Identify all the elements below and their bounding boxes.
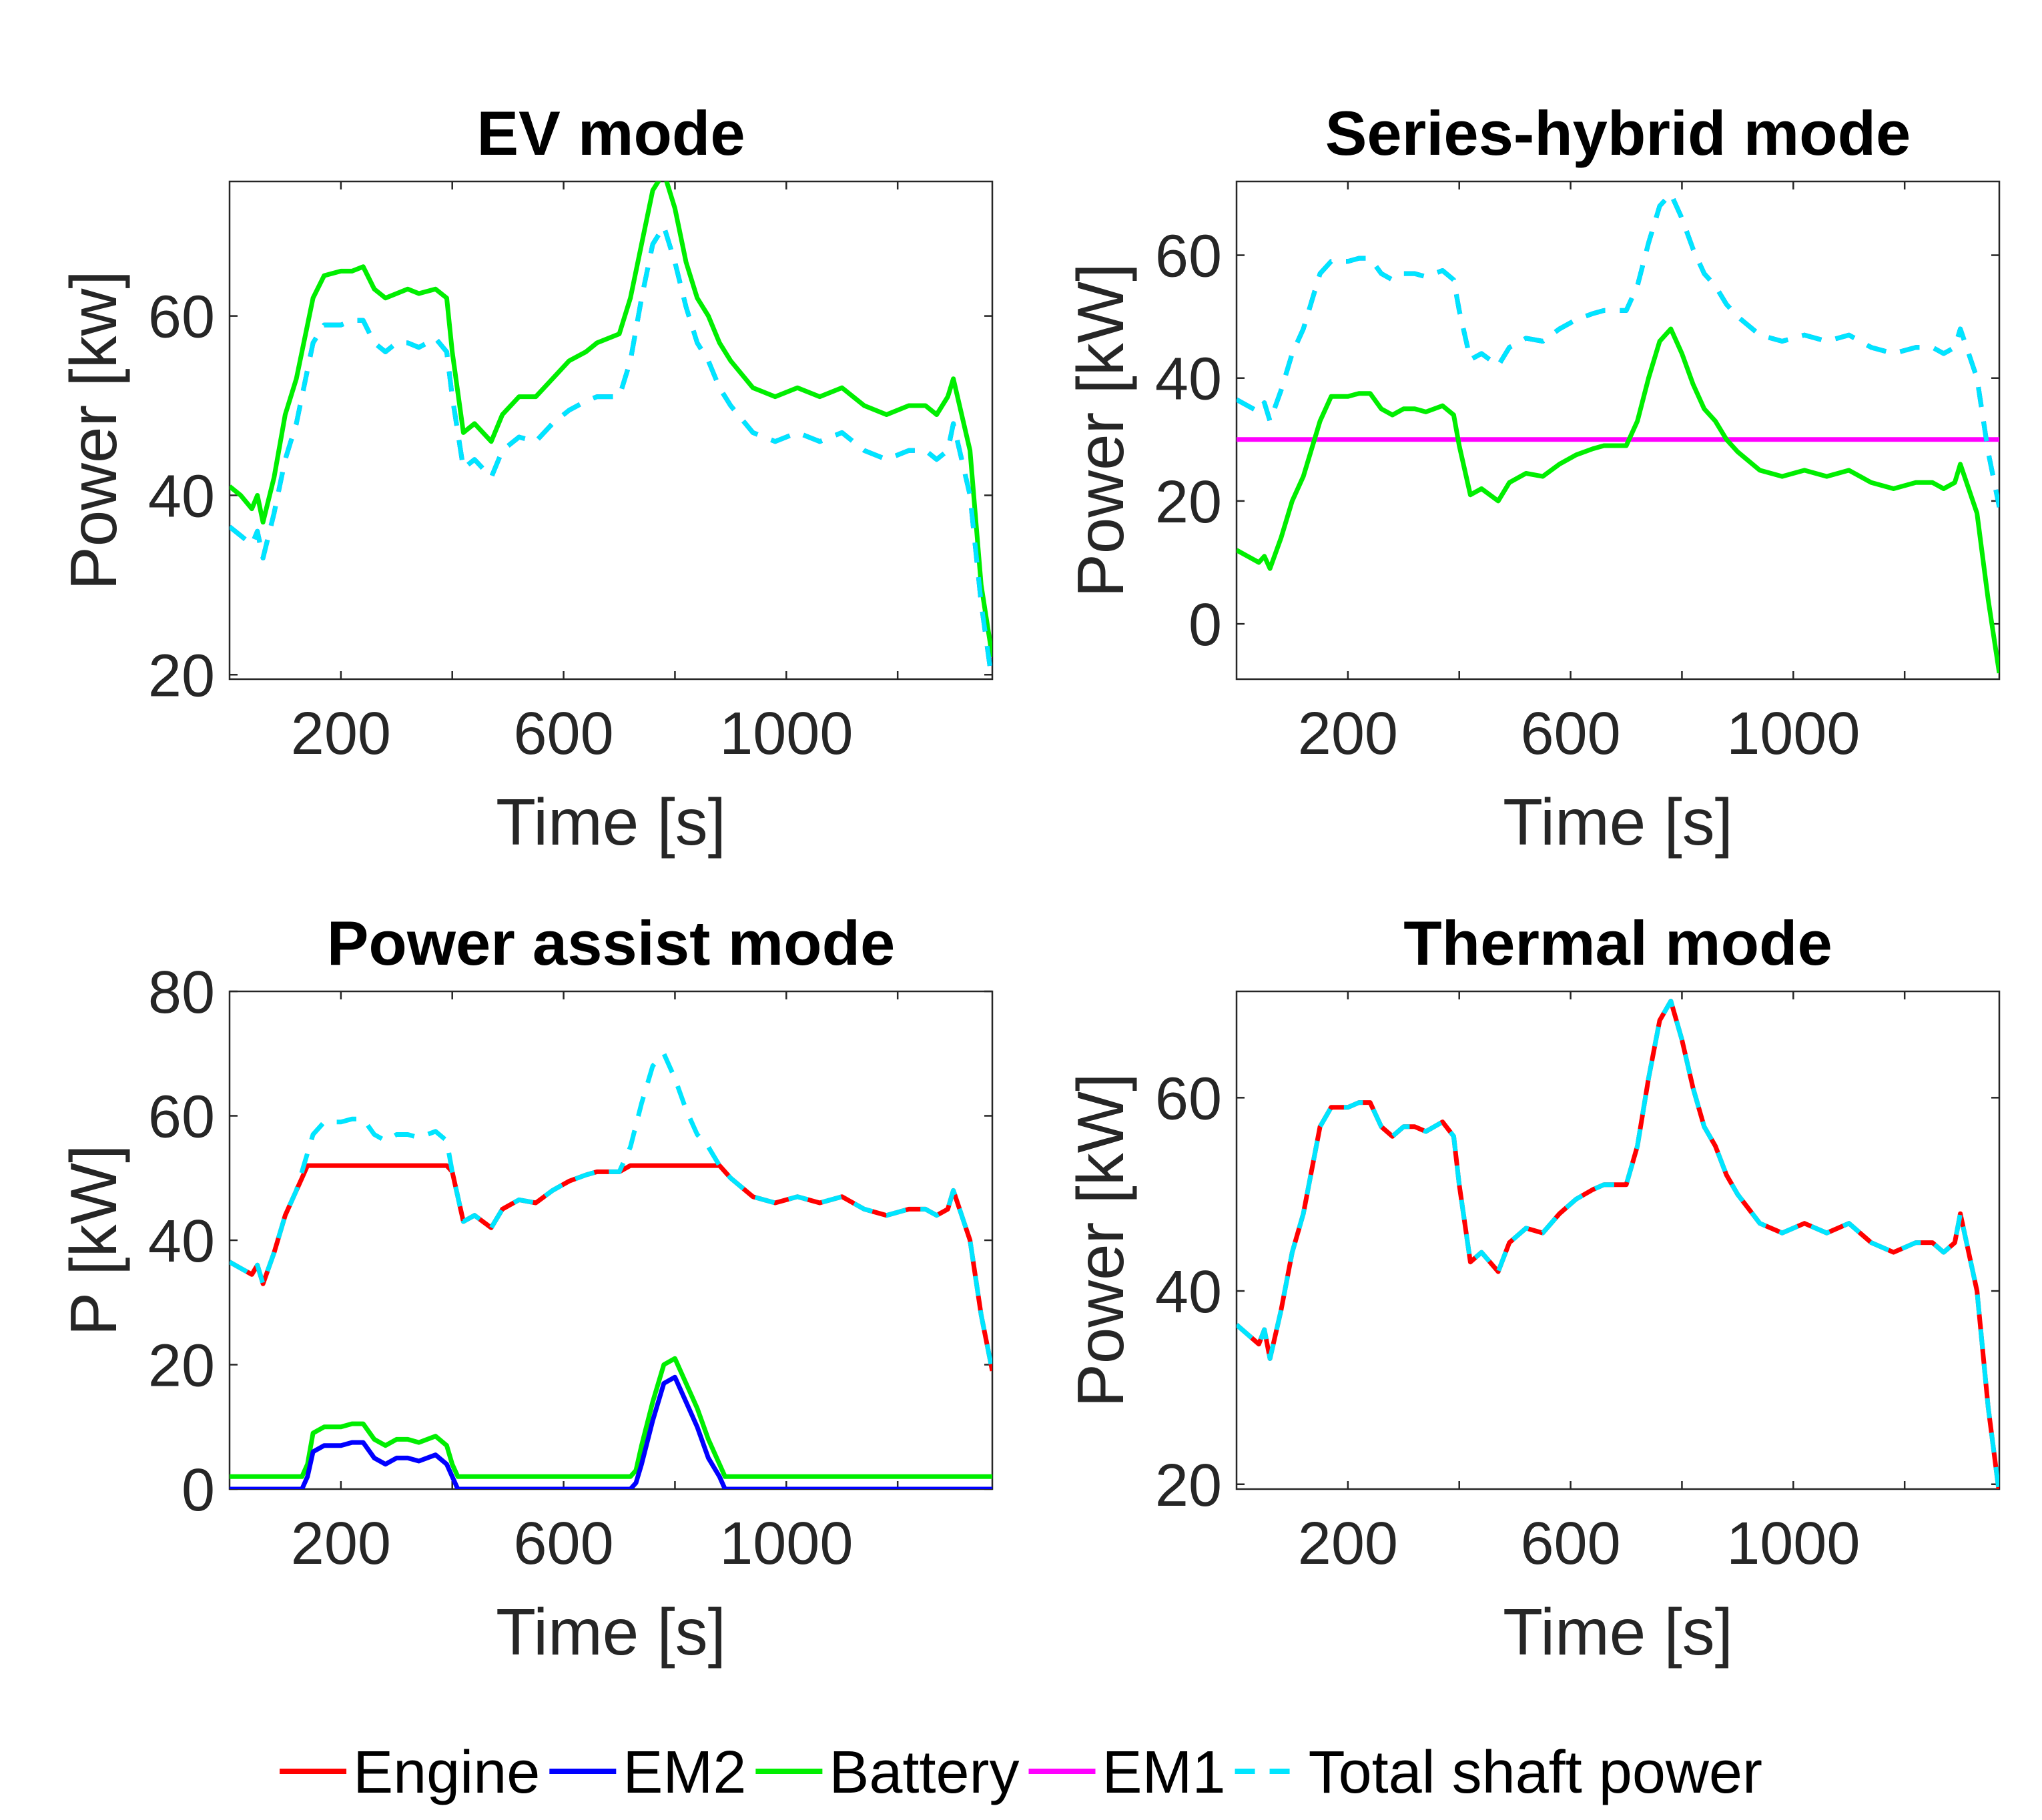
series-line-total-shaft-power	[230, 223, 992, 679]
axes-frame	[228, 180, 994, 680]
x-tick-label: 1000	[719, 701, 853, 767]
y-axis-label: Power [kW]	[1064, 264, 1137, 598]
y-tick-label: 20	[1155, 1452, 1222, 1519]
legend-label-em2: EM2	[623, 1739, 746, 1806]
x-axis-label: Time [s]	[1503, 1595, 1733, 1669]
chart-series: Series-hybrid mode 200 600 1000 0 20 40 60 Time …	[1064, 98, 2001, 859]
y-tick-label: 40	[148, 1208, 215, 1275]
chart-assist: Power assist mode 200 600 1000 0 20 40 60 80 Time…	[57, 908, 994, 1669]
legend-label-total-shaft-power: Total shaft power	[1309, 1739, 1762, 1806]
y-tick-label: 40	[1155, 1259, 1222, 1326]
x-axis-label: Time [s]	[496, 1595, 726, 1669]
y-tick-label: 60	[1155, 1065, 1222, 1132]
x-axis-label: Time [s]	[496, 785, 726, 859]
chart-title: Power assist mode	[327, 908, 896, 978]
chart-title: Thermal mode	[1403, 908, 1832, 978]
chart-title: EV mode	[476, 98, 745, 168]
x-tick-label: 600	[513, 701, 613, 767]
x-tick-label: 600	[513, 1510, 613, 1577]
y-axis-label: Power [kW]	[1064, 1073, 1137, 1408]
legend: Engine EM2 Battery EM1 Total shaft power	[280, 1739, 1762, 1806]
series-line-em2	[230, 1374, 992, 1489]
series-group	[230, 1051, 992, 1489]
y-tick-label: 60	[1155, 223, 1222, 290]
x-tick-label: 1000	[1726, 1510, 1860, 1577]
series-line-battery	[230, 1356, 992, 1479]
x-tick-label: 200	[291, 1510, 391, 1577]
y-tick-label: 60	[148, 284, 215, 351]
chart-thermal: Thermal mode 200 600 1000 20 40 60 Time [s] Powe…	[1064, 908, 2001, 1669]
axes-frame	[228, 990, 994, 1490]
y-tick-label: 40	[148, 463, 215, 530]
y-tick-label: 20	[148, 1333, 215, 1400]
legend-label-battery: Battery	[829, 1739, 1019, 1806]
y-axis-label: Power [kw]	[57, 270, 130, 590]
x-tick-label: 1000	[719, 1510, 853, 1577]
y-tick-label: 0	[182, 1457, 215, 1524]
series-line-battery	[230, 181, 992, 657]
series-line-total-shaft-power	[1237, 999, 1999, 1489]
x-tick-label: 200	[1298, 701, 1398, 767]
series-line-battery	[1237, 326, 1999, 674]
legend-label-em1: EM1	[1102, 1739, 1226, 1806]
y-tick-label: 0	[1188, 592, 1222, 658]
chart-ev: EV mode 200 600 1000 20 40 60 Time [s] Power [kw…	[57, 98, 994, 859]
x-axis-label: Time [s]	[1503, 785, 1733, 859]
y-tick-label: 60	[148, 1084, 215, 1151]
x-tick-label: 200	[291, 701, 391, 767]
legend-label-engine: Engine	[353, 1739, 540, 1806]
y-axis-label: P [kW]	[57, 1145, 130, 1336]
series-group	[1237, 191, 1999, 674]
series-line-total-shaft-power	[230, 1051, 992, 1372]
series-group	[1237, 999, 1999, 1489]
y-tick-label: 80	[148, 959, 215, 1026]
y-tick-label: 20	[1155, 469, 1222, 536]
x-tick-label: 600	[1520, 701, 1620, 767]
chart-title: Series-hybrid mode	[1325, 98, 1911, 168]
y-tick-label: 40	[1155, 346, 1222, 413]
series-group	[230, 181, 992, 679]
x-tick-label: 1000	[1726, 701, 1860, 767]
axes-frame	[1235, 180, 2001, 680]
axes-frame	[1235, 990, 2001, 1490]
x-tick-label: 600	[1520, 1510, 1620, 1577]
x-tick-label: 200	[1298, 1510, 1398, 1577]
y-tick-label: 20	[148, 642, 215, 709]
